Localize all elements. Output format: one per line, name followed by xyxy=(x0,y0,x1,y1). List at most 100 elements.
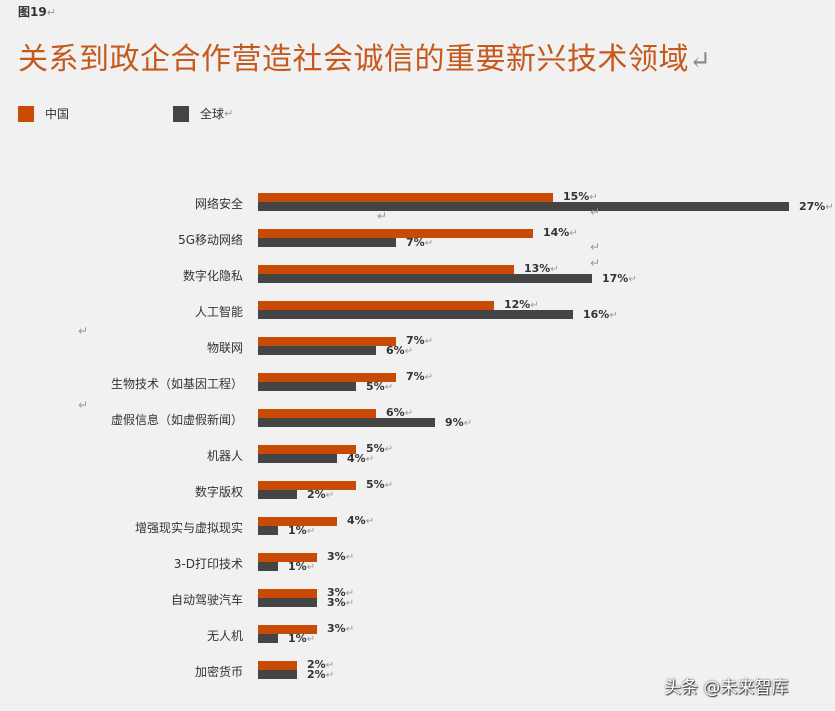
bar-global xyxy=(258,238,396,247)
category-label: 物联网 xyxy=(206,341,243,355)
chart-row: 虚假信息（如虚假新闻） 6%↵ 9%↵ xyxy=(0,406,835,429)
bar-global xyxy=(258,634,278,643)
chart-row: 物联网 7%↵ 6%↵ xyxy=(0,334,835,357)
bar-china xyxy=(258,373,396,382)
bar-china xyxy=(258,301,494,310)
category-label: 人工智能 xyxy=(194,305,243,319)
bar-china xyxy=(258,229,533,238)
value-label-global: 9%↵ xyxy=(445,416,473,429)
bar-china xyxy=(258,517,337,526)
value-label-china: 3%↵ xyxy=(327,586,355,599)
value-label-china: 3%↵ xyxy=(327,622,355,635)
bar-china xyxy=(258,481,356,490)
bar-global xyxy=(258,562,278,571)
value-label-china: 7%↵ xyxy=(406,370,434,383)
return-mark-icon: ↵ xyxy=(590,256,601,270)
bar-global xyxy=(258,598,317,607)
value-label-china: 15%↵ xyxy=(563,190,598,203)
category-label: 3-D打印技术 xyxy=(173,557,243,571)
bar-global xyxy=(258,454,337,463)
value-label-global: 27%↵ xyxy=(799,200,834,213)
chart-title: 关系到政企合作营造社会诚信的重要新兴技术领域↵ xyxy=(18,42,712,77)
value-label-china: 6%↵ xyxy=(386,406,414,419)
value-label-china: 4%↵ xyxy=(347,514,375,527)
bar-china xyxy=(258,625,317,634)
bar-china xyxy=(258,589,317,598)
return-mark-icon: ↵ xyxy=(377,209,388,223)
category-label: 数字化隐私 xyxy=(182,269,243,283)
value-label-global: 3%↵ xyxy=(327,596,355,609)
chart-row: 数字化隐私 13%↵ 17%↵ xyxy=(0,262,835,285)
watermark: 头条 @未来智库 xyxy=(664,678,789,698)
value-label-china: 5%↵ xyxy=(366,442,394,455)
chart-row: 无人机 3%↵ 1%↵ xyxy=(0,622,835,645)
bar-global xyxy=(258,310,573,319)
category-label: 数字版权 xyxy=(194,485,243,499)
value-label-global: 6%↵ xyxy=(386,344,414,357)
category-label: 机器人 xyxy=(206,449,243,463)
category-label: 加密货币 xyxy=(194,665,243,679)
category-label: 无人机 xyxy=(206,629,243,643)
bar-china xyxy=(258,409,376,418)
value-label-global: 7%↵ xyxy=(406,236,434,249)
chart-row: 生物技术（如基因工程） 7%↵ 5%↵ xyxy=(0,370,835,393)
return-mark-icon: ↵ xyxy=(78,398,89,412)
bar-global xyxy=(258,202,789,211)
value-label-global: 2%↵ xyxy=(307,488,335,501)
value-label-china: 2%↵ xyxy=(307,658,335,671)
bar-global xyxy=(258,490,297,499)
bar-global xyxy=(258,382,356,391)
category-label: 网络安全 xyxy=(194,197,243,211)
legend-item-global: 全球 ↵ xyxy=(173,105,233,122)
bar-global xyxy=(258,526,278,535)
value-label-china: 3%↵ xyxy=(327,550,355,563)
value-label-china: 7%↵ xyxy=(406,334,434,347)
bar-global xyxy=(258,346,376,355)
bar-china xyxy=(258,661,297,670)
value-label-global: 1%↵ xyxy=(288,632,316,645)
chart-row: 加密货币 2%↵ 2%↵ xyxy=(0,658,835,681)
chart-row: 机器人 5%↵ 4%↵ xyxy=(0,442,835,465)
legend-item-china: 中国 xyxy=(18,105,69,122)
value-label-china: 5%↵ xyxy=(366,478,394,491)
bar-global xyxy=(258,274,592,283)
category-label: 虚假信息（如虚假新闻） xyxy=(110,413,243,427)
category-label: 生物技术（如基因工程） xyxy=(110,377,243,391)
return-mark-icon: ↵ xyxy=(689,46,712,76)
chart-row: 3-D打印技术 3%↵ 1%↵ xyxy=(0,550,835,573)
return-mark-icon: ↵ xyxy=(590,205,601,219)
chart-row: 人工智能 12%↵ 16%↵ xyxy=(0,298,835,321)
value-label-global: 17%↵ xyxy=(602,272,637,285)
value-label-china: 12%↵ xyxy=(504,298,539,311)
return-mark-icon: ↵ xyxy=(224,107,234,120)
chart-row: 自动驾驶汽车 3%↵ 3%↵ xyxy=(0,586,835,609)
bar-china xyxy=(258,265,514,274)
bar-china xyxy=(258,193,553,202)
legend-label-china: 中国 xyxy=(45,107,70,121)
bar-china xyxy=(258,337,396,346)
return-mark-icon: ↵ xyxy=(78,324,89,338)
chart-row: 网络安全 15%↵ 27%↵ xyxy=(0,190,835,213)
value-label-global: 5%↵ xyxy=(366,380,394,393)
return-mark-icon: ↵ xyxy=(590,240,601,254)
category-label: 自动驾驶汽车 xyxy=(170,593,243,607)
value-label-china: 13%↵ xyxy=(524,262,559,275)
bar-global xyxy=(258,670,297,679)
value-label-global: 4%↵ xyxy=(347,452,375,465)
category-label: 5G移动网络 xyxy=(178,233,243,247)
legend-label-global: 全球 xyxy=(200,107,225,121)
legend-swatch-china xyxy=(18,105,34,122)
value-label-global: 16%↵ xyxy=(583,308,618,321)
chart-row: 增强现实与虚拟现实 4%↵ 1%↵ xyxy=(0,514,835,537)
return-mark-icon: ↵ xyxy=(46,6,56,19)
chart-row: 数字版权 5%↵ 2%↵ xyxy=(0,478,835,501)
value-label-global: 1%↵ xyxy=(288,524,316,537)
legend-swatch-global xyxy=(173,105,189,122)
value-label-global: 1%↵ xyxy=(288,560,316,573)
chart-row: 5G移动网络 14%↵ 7%↵ xyxy=(0,226,835,249)
category-label: 增强现实与虚拟现实 xyxy=(134,521,243,535)
bar-china xyxy=(258,553,317,562)
value-label-global: 2%↵ xyxy=(307,668,335,681)
bar-china xyxy=(258,445,356,454)
